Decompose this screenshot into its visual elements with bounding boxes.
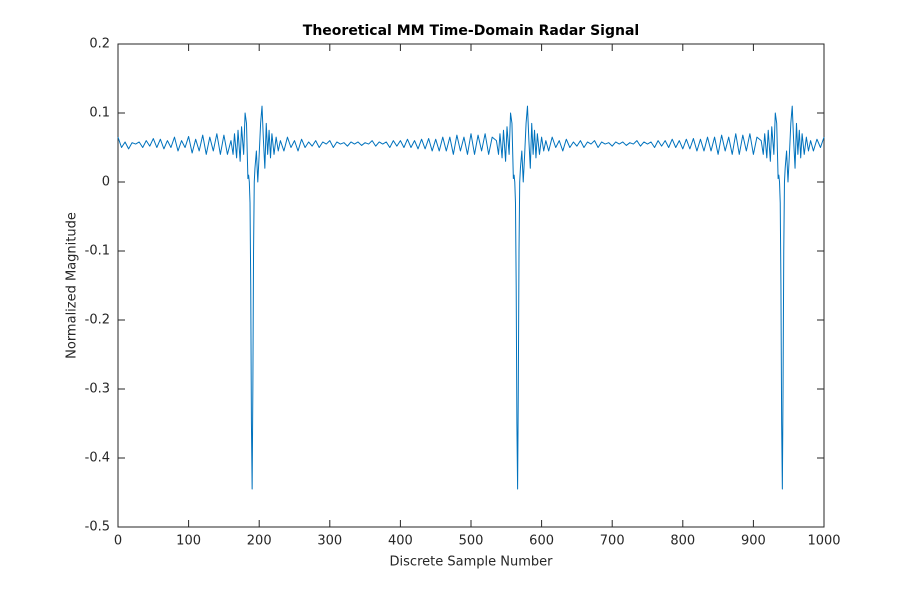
y-axis-label: Normalized Magnitude (65, 212, 80, 359)
x-tick-label: 100 (176, 534, 201, 549)
chart-title: Theoretical MM Time-Domain Radar Signal (303, 23, 639, 39)
x-tick-label: 400 (388, 534, 413, 549)
x-axis-label: Discrete Sample Number (390, 555, 554, 570)
y-tick-label: -0.4 (85, 451, 110, 466)
x-tick-label: 500 (459, 534, 484, 549)
y-tick-label: 0.1 (89, 106, 110, 121)
y-tick-label: -0.3 (85, 382, 110, 397)
x-tick-label: 200 (247, 534, 272, 549)
y-tick-label: -0.2 (85, 313, 110, 328)
y-tick-label: -0.5 (85, 520, 110, 535)
plot-area (118, 44, 824, 527)
line-series (117, 105, 825, 490)
y-tick-label: 0.2 (89, 37, 110, 52)
x-tick-label: 900 (741, 534, 766, 549)
x-tick-label: 0 (114, 534, 122, 549)
y-tick-label: -0.1 (85, 244, 110, 259)
x-tick-label: 1000 (807, 534, 840, 549)
x-tick-label: 800 (670, 534, 695, 549)
x-tick-label: 300 (317, 534, 342, 549)
y-tick-label: 0 (102, 175, 110, 190)
x-tick-label: 600 (529, 534, 554, 549)
axes-box (117, 43, 825, 528)
x-tick-label: 700 (600, 534, 625, 549)
